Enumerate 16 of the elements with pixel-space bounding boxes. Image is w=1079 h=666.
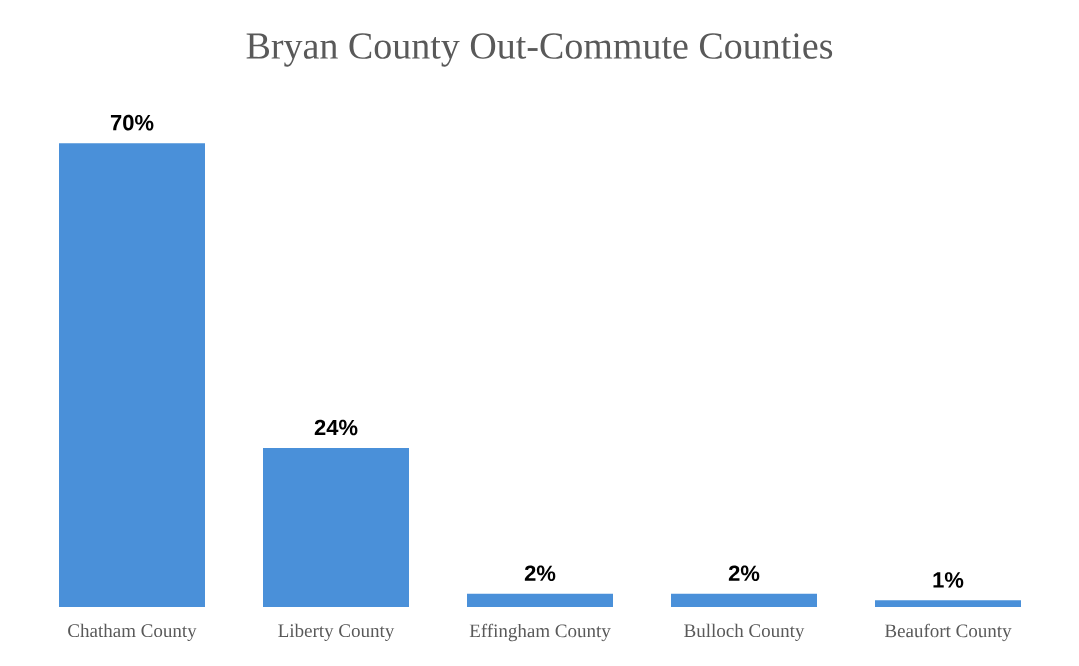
- chart-title: Bryan County Out-Commute Counties: [246, 33, 833, 67]
- data-label: 2%: [728, 565, 760, 582]
- bar: [467, 593, 614, 607]
- x-tick-label: Bulloch County: [684, 623, 805, 641]
- x-tick-label: Liberty County: [278, 623, 395, 641]
- bar: [59, 143, 205, 607]
- x-tick-label: Effingham County: [469, 623, 611, 642]
- x-tick-label: Chatham County: [68, 623, 197, 641]
- data-label: 1%: [933, 572, 964, 588]
- x-tick-label: Beaufort County: [884, 623, 1012, 642]
- data-label: 24%: [314, 419, 358, 436]
- bar: [263, 447, 410, 607]
- bar: [671, 593, 817, 607]
- data-label: 2%: [524, 565, 556, 582]
- bar: [875, 600, 1021, 607]
- data-label: 70%: [110, 114, 154, 131]
